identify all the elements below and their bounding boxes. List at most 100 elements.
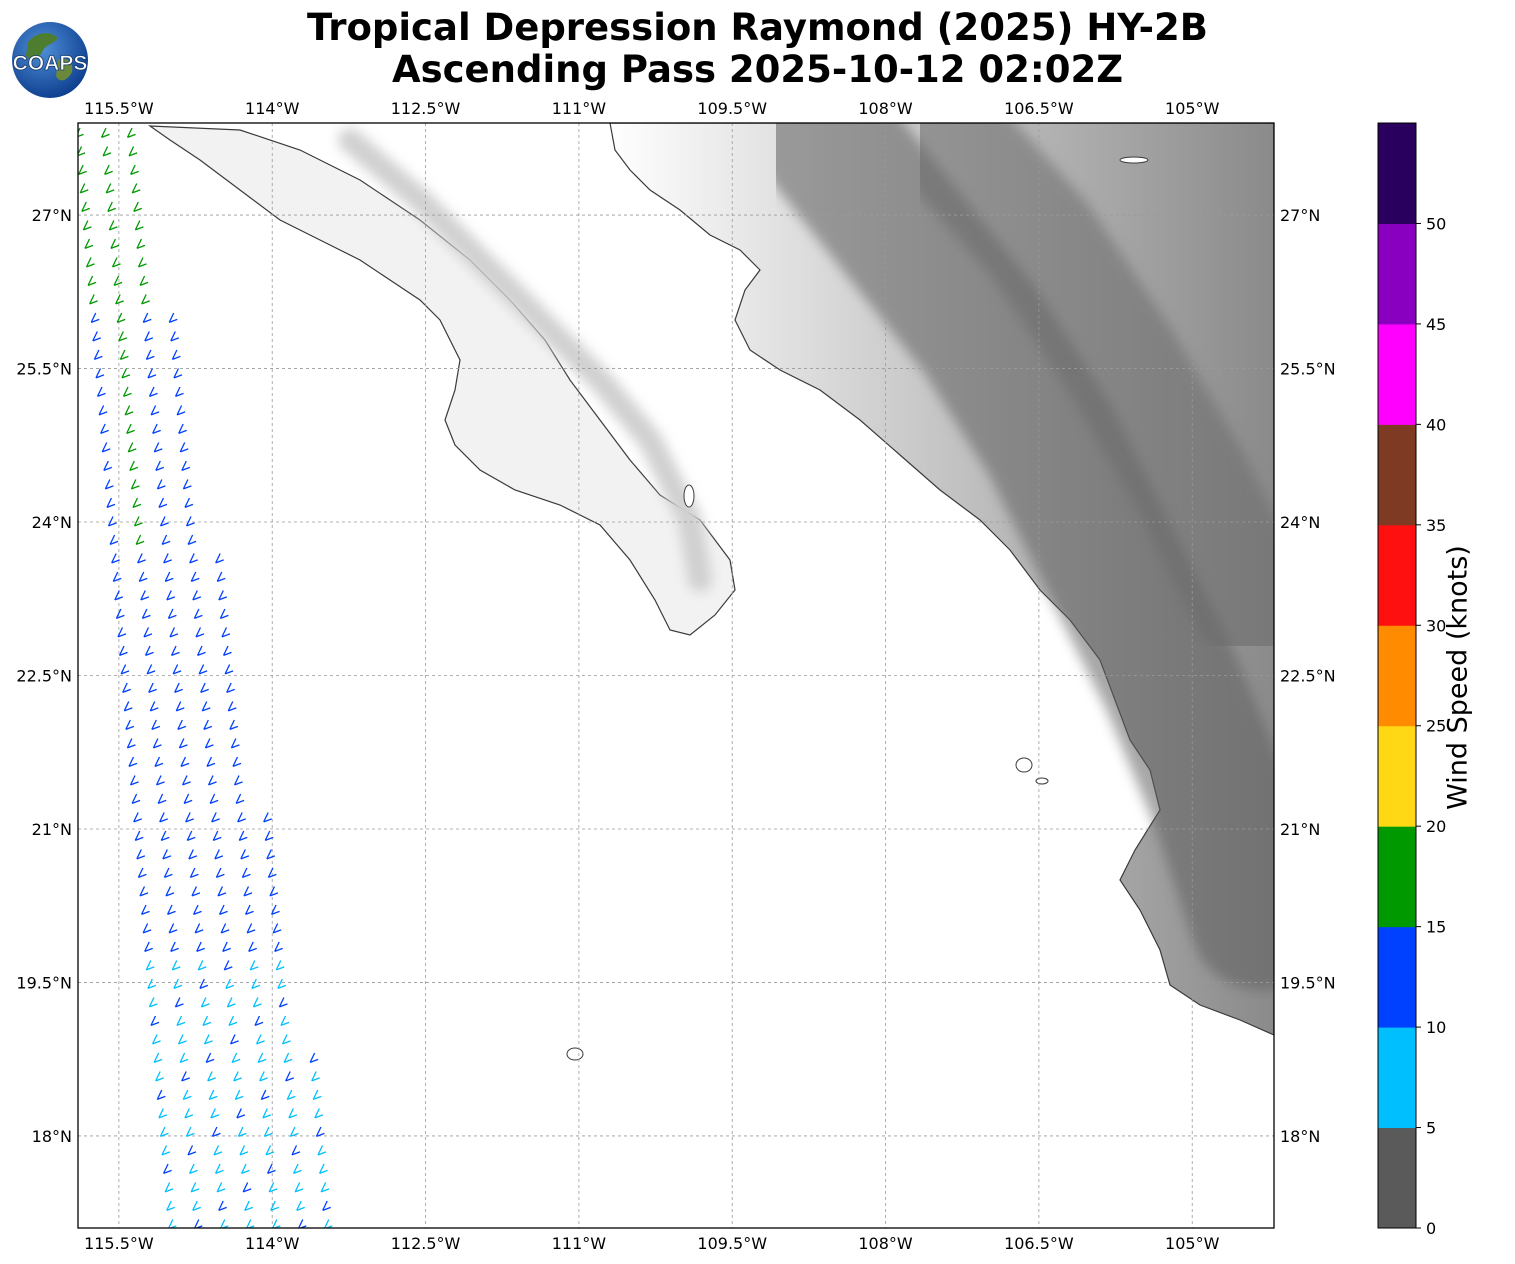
wind-barb-flag: [113, 281, 123, 286]
wind-barb: [286, 1089, 293, 1100]
wind-barb: [142, 312, 149, 323]
wind-barb: [218, 590, 224, 601]
wind-barb: [155, 1071, 161, 1082]
wind-barb-flag: [256, 1040, 265, 1045]
wind-barb: [238, 830, 245, 841]
wind-barb: [134, 220, 141, 231]
wind-barb: [202, 1015, 209, 1026]
wind-barb-flag: [102, 448, 111, 453]
wind-barb: [215, 867, 222, 878]
wind-barb-flag: [172, 670, 182, 675]
wind-barb: [95, 368, 102, 379]
wind-barb-flag: [242, 873, 251, 878]
wind-barb-flag: [193, 910, 202, 915]
wind-barb-flag: [173, 374, 183, 379]
wind-barb: [266, 849, 272, 860]
wind-barb: [244, 904, 251, 915]
wind-barb-flag: [123, 392, 132, 397]
wind-barb: [152, 738, 159, 749]
wind-barb-flag: [215, 559, 224, 564]
wind-barb-flag: [223, 651, 232, 656]
wind-barb-flag: [179, 744, 188, 749]
wind-barb-flag: [197, 651, 206, 656]
wind-barb-flag: [87, 281, 97, 286]
wind-barb-flag: [194, 614, 203, 619]
wind-barb-flag: [148, 688, 157, 693]
wind-barb-flag: [320, 1188, 330, 1193]
wind-barb-flag: [157, 485, 166, 490]
wind-barb: [129, 775, 136, 786]
wind-barb-flag: [196, 947, 205, 952]
wind-barb-flag: [180, 448, 189, 453]
wind-barb-flag: [210, 1114, 220, 1119]
wind-barb: [182, 1089, 189, 1100]
wind-barb-flag: [190, 1188, 200, 1193]
wind-barb: [229, 1034, 236, 1045]
wind-barb: [291, 1145, 298, 1156]
wind-barb: [149, 701, 156, 712]
wind-barb-flag: [214, 855, 224, 860]
wind-barb: [262, 1108, 268, 1119]
wind-barb-flag: [103, 466, 113, 471]
wind-barb: [147, 368, 154, 379]
wind-barb-flag: [265, 1151, 275, 1156]
wind-barb: [215, 553, 221, 564]
wind-barb: [157, 793, 164, 804]
baja-california-land: [147, 125, 736, 636]
wind-barb: [190, 1182, 197, 1193]
wind-barb: [114, 590, 120, 601]
wind-barb: [156, 479, 163, 490]
wind-barb-flag: [237, 818, 246, 823]
wind-barb-flag: [216, 873, 225, 878]
wind-barb-flag: [86, 263, 95, 268]
wind-barb-flag: [283, 1058, 293, 1063]
wind-barb-flag: [183, 799, 193, 804]
wind-barb: [207, 1071, 213, 1082]
wind-barb-flag: [205, 1058, 215, 1063]
wind-barb: [78, 146, 83, 156]
wind-barb: [87, 275, 94, 286]
lon-label-bottom: 109.5°W: [697, 1234, 767, 1253]
wind-barb-flag: [180, 762, 190, 767]
wind-barb-flag: [242, 1188, 252, 1193]
wind-barb-flag: [199, 984, 209, 989]
wind-barb-flag: [206, 762, 216, 767]
wind-barb-flag: [146, 670, 156, 675]
wind-barb: [231, 1052, 238, 1063]
wind-barb-flag: [157, 799, 167, 804]
wind-barb: [79, 183, 86, 194]
wind-barb: [135, 534, 142, 545]
wind-barb: [288, 1108, 294, 1119]
wind-barb: [201, 701, 208, 712]
wind-barb: [255, 1034, 262, 1045]
wind-barb-flag: [153, 744, 162, 749]
wind-barb-flag: [311, 1077, 320, 1082]
wind-barb: [139, 886, 146, 897]
wind-barb: [133, 201, 139, 212]
wind-barb-flag: [101, 133, 110, 138]
wind-barb: [280, 1015, 287, 1026]
wind-barb-flag: [170, 337, 180, 342]
wind-barb-flag: [139, 281, 149, 286]
wind-barb: [320, 1182, 327, 1193]
wind-barb: [136, 849, 142, 860]
wind-barb: [147, 978, 153, 989]
wind-barb-flag: [152, 1040, 161, 1045]
wind-barb: [137, 867, 144, 878]
wind-barb: [322, 1200, 328, 1211]
wind-barb-flag: [94, 355, 103, 360]
wind-barb-flag: [239, 836, 248, 841]
wind-barb-flag: [168, 929, 178, 934]
wind-barb: [111, 553, 117, 564]
wind-barb: [124, 405, 131, 416]
wind-barb: [222, 645, 229, 656]
wind-barb: [133, 812, 139, 823]
wind-barb: [119, 349, 126, 360]
wind-barb: [151, 719, 157, 730]
wind-barb: [92, 331, 98, 342]
island: [1015, 757, 1033, 773]
wind-barb: [148, 997, 155, 1008]
wind-barb-flag: [211, 818, 220, 823]
wind-barb-flag: [81, 207, 91, 212]
wind-barb: [240, 1163, 247, 1174]
